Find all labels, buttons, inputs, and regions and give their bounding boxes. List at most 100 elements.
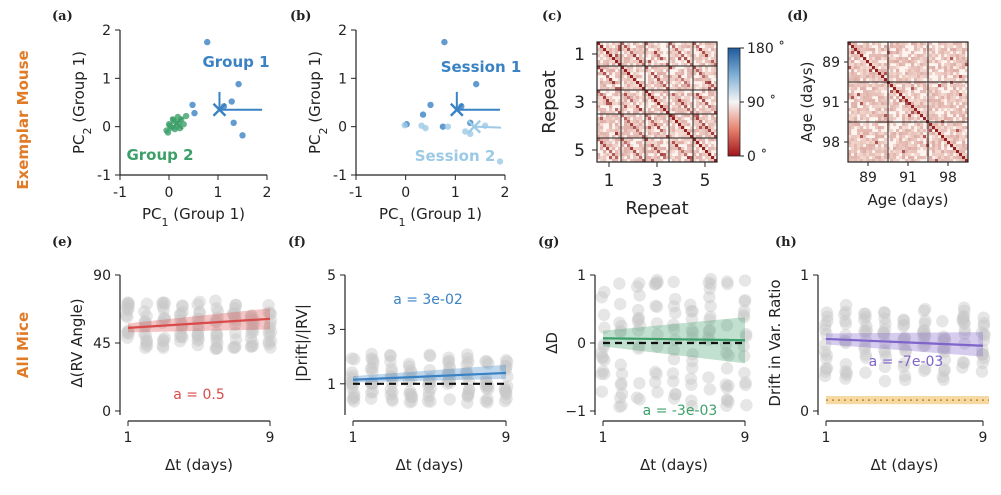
heatmap-cell: [612, 147, 616, 151]
heatmap-cell: [696, 114, 700, 118]
heatmap-cell: [684, 138, 688, 142]
heatmap-cell: [624, 72, 628, 76]
heatmap-cell: [944, 117, 948, 121]
heatmap-cell: [597, 132, 601, 136]
heatmap-cell: [690, 51, 694, 55]
heatmap-cell: [618, 102, 622, 106]
heatmap-cell: [600, 159, 604, 163]
heatmap-cell: [965, 108, 969, 112]
heatmap-cell: [908, 135, 912, 139]
data-point: [384, 370, 398, 383]
heatmap-cell: [654, 114, 658, 118]
data-point: [632, 312, 645, 326]
data-point: [919, 362, 932, 375]
heatmap-cell: [687, 75, 691, 79]
heatmap-cell: [708, 81, 712, 85]
heatmap-cell: [896, 138, 900, 142]
heatmap-cell: [899, 45, 903, 49]
heatmap-cell: [866, 105, 870, 109]
heatmap-cell: [657, 117, 661, 121]
heatmap-cell: [678, 72, 682, 76]
heatmap-cell: [956, 132, 960, 136]
heatmap-cell: [944, 69, 948, 73]
heatmap-cell: [959, 96, 963, 100]
data-point: [385, 362, 398, 375]
data-point: [596, 365, 610, 378]
heatmap-cell: [872, 90, 876, 94]
heatmap-cell: [609, 69, 613, 73]
heatmap-cell: [627, 117, 631, 121]
heatmap-cell: [899, 63, 903, 67]
heatmap-cell: [675, 141, 679, 145]
data-point: [442, 354, 456, 368]
heatmap-cell: [887, 126, 891, 130]
heatmap-cell: [923, 117, 927, 121]
heatmap-cell: [905, 111, 909, 115]
heatmap-cell: [914, 78, 918, 82]
heatmap-cell: [953, 99, 957, 103]
heatmap-cell: [965, 132, 969, 136]
data-point: [263, 328, 276, 342]
heatmap-cell: [848, 51, 852, 55]
heatmap-cell: [714, 69, 718, 73]
heatmap-cell: [690, 135, 694, 139]
heatmap-cell: [851, 117, 855, 121]
chance-band: [826, 396, 989, 405]
heatmap-cell: [693, 54, 697, 58]
heatmap-cell: [657, 132, 661, 136]
heatmap-cell: [893, 147, 897, 151]
heatmap-cell: [866, 141, 870, 145]
heatmap-cell: [896, 75, 900, 79]
heatmap-cell: [902, 84, 906, 88]
heatmap-cell: [639, 87, 643, 91]
data-point: [366, 377, 380, 391]
x-tick-label: 1: [822, 430, 831, 446]
heatmap-cell: [920, 102, 924, 106]
heatmap-cell: [962, 150, 966, 154]
heatmap-cell: [696, 93, 700, 97]
heatmap-cell: [663, 108, 667, 112]
heatmap-cell: [714, 66, 718, 70]
data-point: [498, 394, 512, 408]
heatmap-cell: [887, 153, 891, 157]
heatmap-cell: [878, 48, 882, 52]
heatmap-cell: [702, 117, 706, 121]
heatmap-cell: [911, 69, 915, 73]
heatmap-cell: [878, 102, 882, 106]
heatmap-cell: [621, 108, 625, 112]
fit-line: [127, 317, 271, 329]
data-point: [384, 349, 397, 363]
data-point: [140, 334, 154, 347]
data-point: [897, 360, 910, 374]
heatmap-cell: [654, 63, 658, 67]
heatmap-cell: [914, 75, 918, 79]
heatmap-cell: [914, 111, 918, 115]
heatmap-cell: [917, 42, 921, 46]
colorbar-tick-label: 180 ˚: [747, 40, 785, 57]
heatmap-cell: [651, 57, 655, 61]
heatmap-cell: [878, 153, 882, 157]
data-point: [211, 336, 224, 350]
heatmap-cell: [603, 96, 607, 100]
heatmap-cell: [944, 66, 948, 70]
heatmap-cell: [914, 108, 918, 112]
heatmap-cell: [672, 132, 676, 136]
heatmap-cell: [600, 111, 604, 115]
heatmap-cell: [869, 75, 873, 79]
heatmap-cell: [660, 69, 664, 73]
data-point: [938, 363, 951, 376]
heatmap-cell: [669, 150, 673, 154]
heatmap-cell: [678, 111, 682, 115]
heatmap-cell: [609, 111, 613, 115]
heatmap-cell: [630, 138, 634, 142]
heatmap-cell: [606, 78, 610, 82]
heatmap-cell: [863, 48, 867, 52]
heatmap-cell: [651, 129, 655, 133]
heatmap-cell: [863, 78, 867, 82]
heatmap-cell: [878, 111, 882, 115]
data-point: [460, 358, 473, 371]
heatmap-cell: [696, 111, 700, 115]
heatmap-cell: [881, 117, 885, 121]
heatmap-cell: [711, 114, 715, 118]
